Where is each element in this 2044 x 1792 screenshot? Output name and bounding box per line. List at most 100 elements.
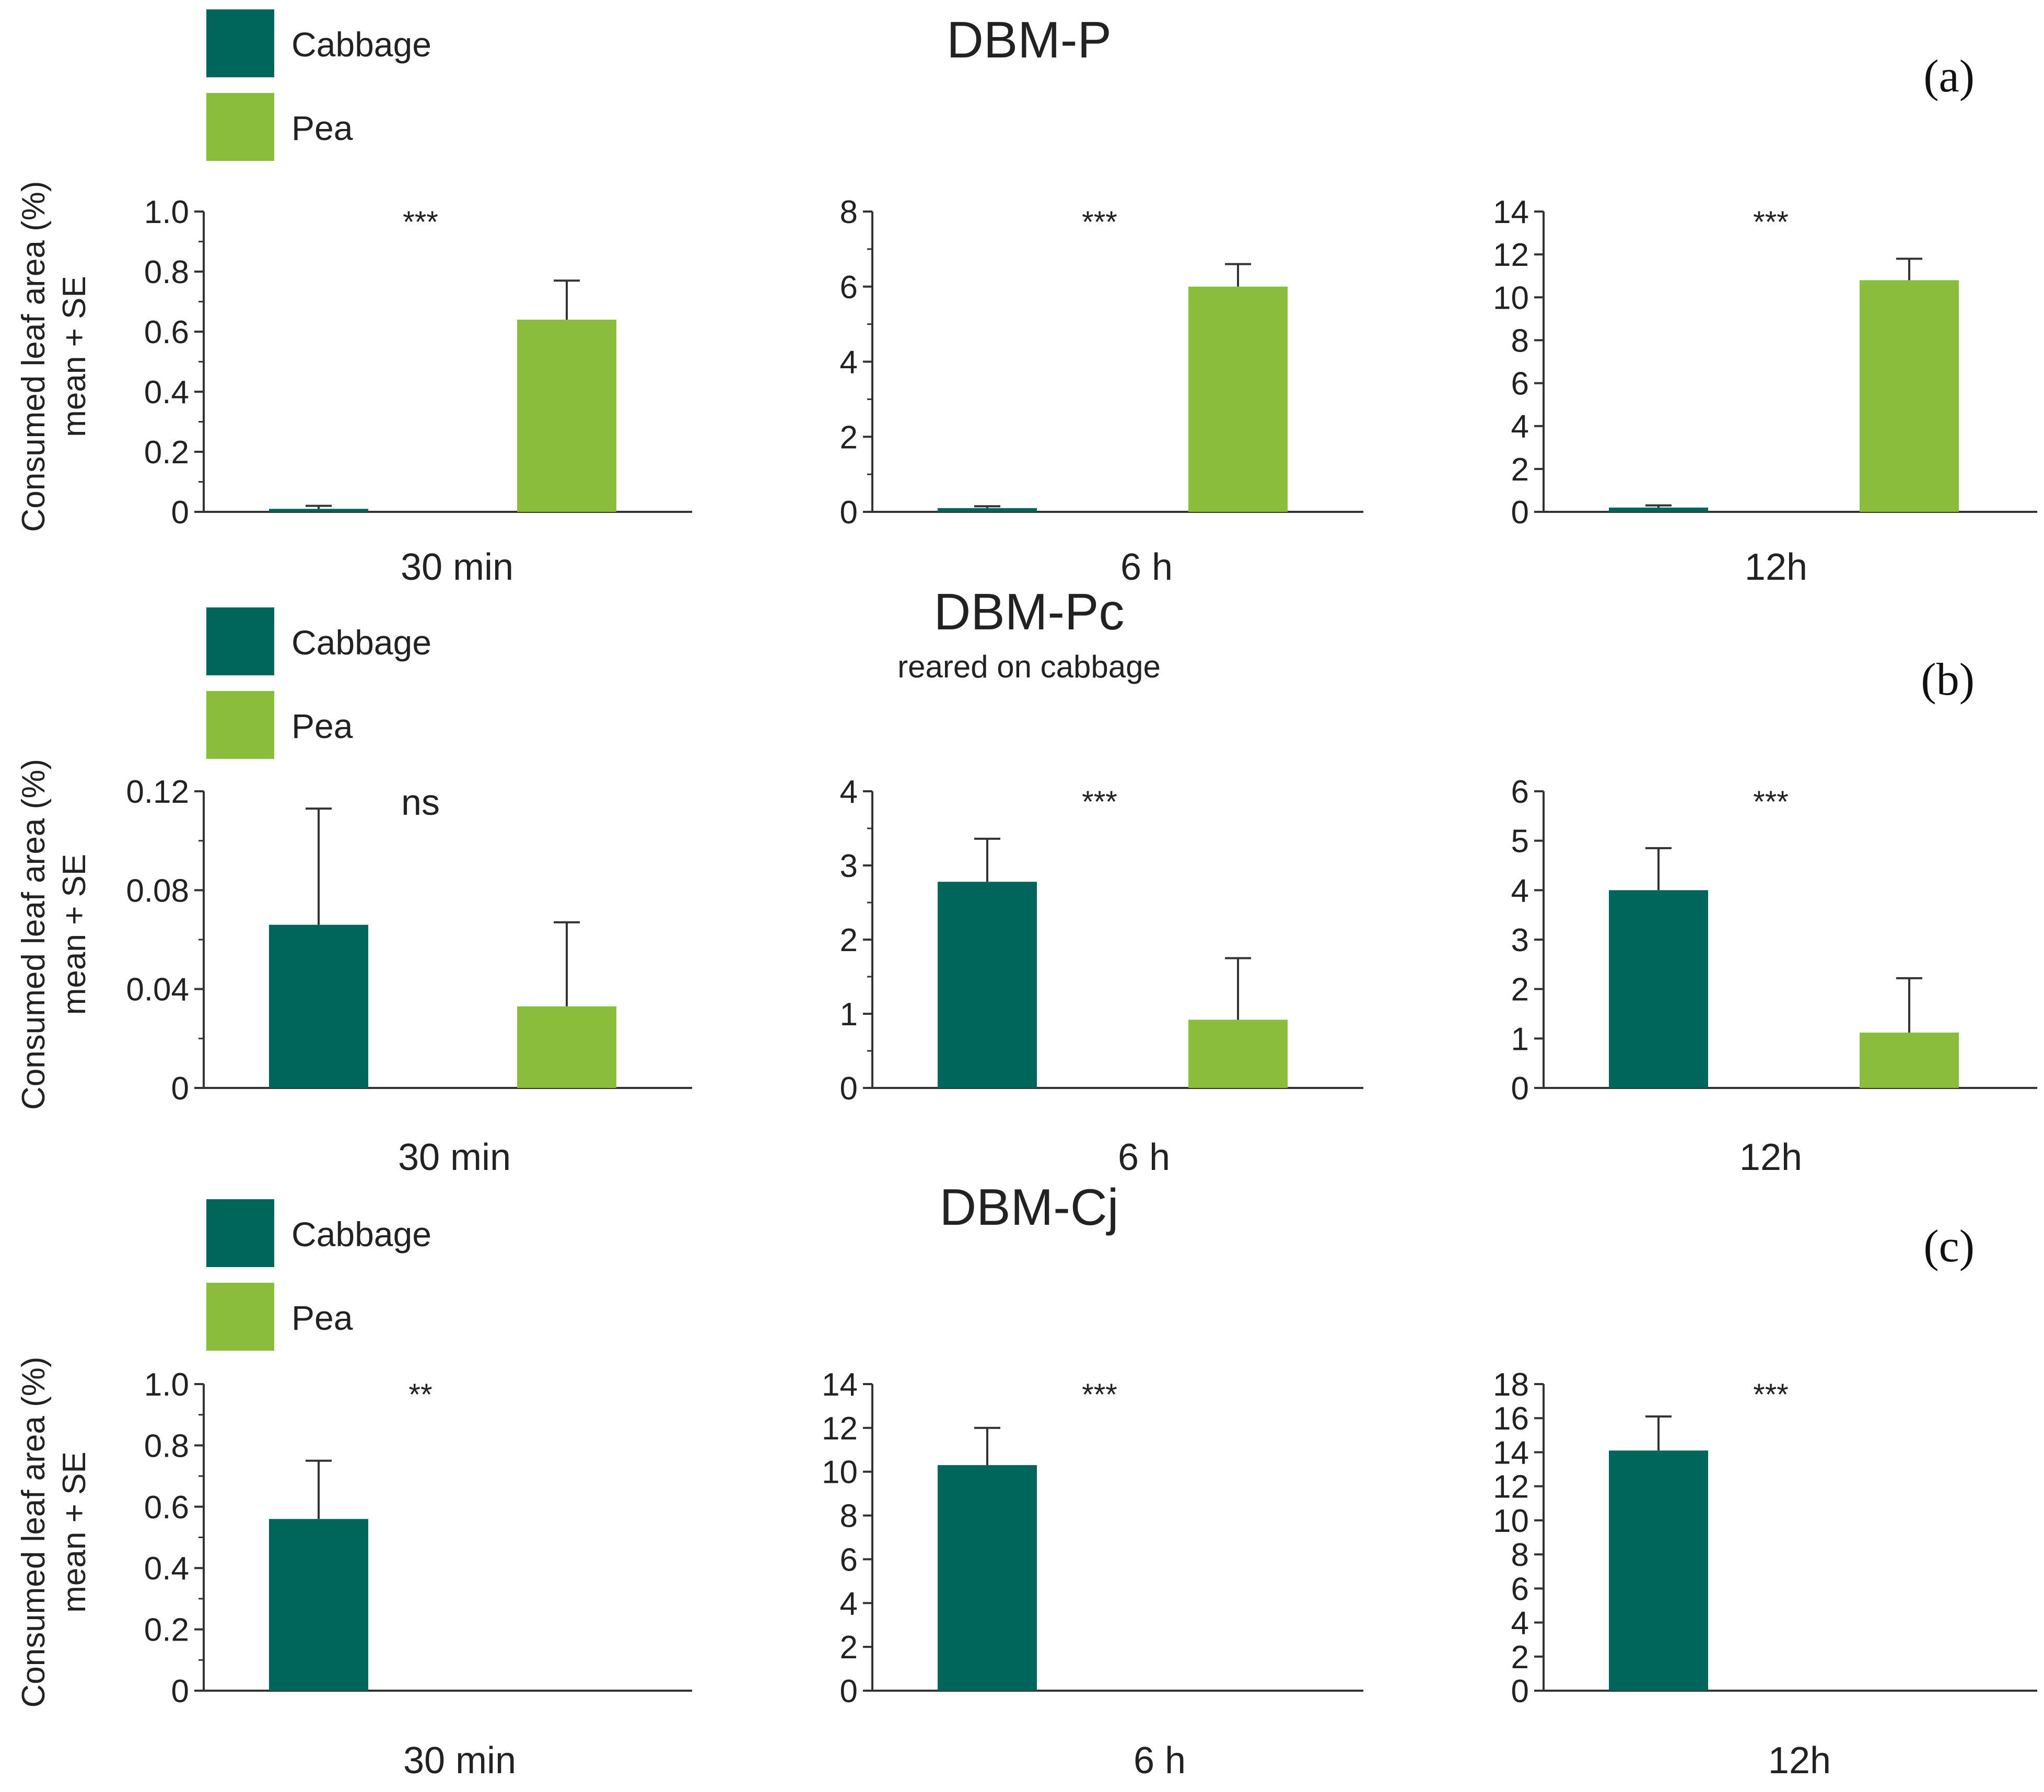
y-tick-label: 2 xyxy=(1511,1639,1529,1676)
y-axis-title-line1: Consumed leaf area (%) xyxy=(16,181,52,532)
y-tick-label: 2 xyxy=(840,419,858,455)
y-tick-label: 0 xyxy=(840,1071,858,1107)
significance-label: *** xyxy=(1082,205,1117,239)
y-axis-title: Consumed leaf area (%) mean + SE xyxy=(16,1357,92,1708)
legend: Cabbage Pea xyxy=(206,9,431,161)
y-tick-label: 0.8 xyxy=(144,254,189,290)
significance-label: *** xyxy=(1082,785,1117,819)
y-tick-label: 8 xyxy=(840,1498,858,1535)
bar-pea xyxy=(1188,286,1288,512)
y-tick-label: 6 xyxy=(840,1542,858,1578)
y-tick-label: 2 xyxy=(840,922,858,958)
bar-pea xyxy=(1860,1032,1959,1088)
y-tick-label: 0 xyxy=(1511,1673,1529,1709)
legend-label-cabbage: Cabbage xyxy=(291,1215,431,1254)
legend-swatch-cabbage xyxy=(206,9,274,77)
significance-label: *** xyxy=(1753,785,1789,819)
legend-label-pea: Pea xyxy=(291,707,353,745)
y-tick-label: 0.6 xyxy=(144,1490,189,1526)
y-tick-label: 10 xyxy=(822,1455,858,1491)
y-axis-title-line2: mean + SE xyxy=(56,276,92,437)
chart-b-1: 0 0.04 0.08 0.12 ns 30 min xyxy=(126,774,692,1178)
y-tick-label: 3 xyxy=(840,848,858,884)
panel-letter: (a) xyxy=(1923,51,1975,102)
bar-cabbage xyxy=(269,509,368,512)
panel-title: DBM-Pc xyxy=(934,583,1125,640)
bar-cabbage xyxy=(269,924,368,1088)
significance-label: ns xyxy=(401,782,440,823)
y-tick-label: 18 xyxy=(1493,1367,1529,1403)
x-axis-label: 30 min xyxy=(398,1137,511,1178)
significance-label: *** xyxy=(1753,1378,1789,1412)
legend-label-cabbage: Cabbage xyxy=(291,25,431,64)
x-axis-label: 6 h xyxy=(1118,1137,1170,1178)
y-tick-label: 12 xyxy=(1493,1469,1529,1505)
y-tick-label: 1.0 xyxy=(144,1367,189,1403)
y-tick-label: 0 xyxy=(171,495,189,531)
legend-swatch-cabbage xyxy=(206,607,274,675)
y-tick-label: 4 xyxy=(840,1586,858,1622)
y-tick-label: 4 xyxy=(1511,1606,1529,1642)
panel-title: DBM-P xyxy=(947,11,1112,68)
y-tick-label: 4 xyxy=(1511,873,1529,909)
y-tick-label: 0.2 xyxy=(144,1612,189,1648)
y-tick-label: 16 xyxy=(1493,1401,1529,1437)
x-axis-label: 12h xyxy=(1739,1137,1802,1178)
y-tick-label: 0 xyxy=(840,1673,858,1709)
y-tick-label: 0 xyxy=(840,495,858,531)
y-tick-label: 8 xyxy=(840,194,858,230)
panel-letter: (c) xyxy=(1923,1221,1975,1272)
y-tick-label: 0 xyxy=(171,1071,189,1107)
y-tick-label: 0 xyxy=(1511,495,1529,531)
y-tick-label: 4 xyxy=(840,345,858,381)
y-tick-label: 14 xyxy=(1493,1435,1529,1471)
legend-label-pea: Pea xyxy=(291,109,353,147)
bar-cabbage xyxy=(938,1465,1037,1691)
bar-cabbage xyxy=(269,1519,368,1691)
y-tick-label: 8 xyxy=(1511,1537,1529,1573)
y-tick-label: 4 xyxy=(1511,409,1529,445)
bar-pea xyxy=(517,320,616,512)
y-tick-label: 8 xyxy=(1511,323,1529,359)
legend-swatch-cabbage xyxy=(206,1199,274,1267)
y-tick-label: 3 xyxy=(1511,922,1529,958)
y-axis-title: Consumed leaf area (%) mean + SE xyxy=(16,181,92,532)
y-tick-label: 0.4 xyxy=(144,374,189,411)
x-axis-label: 12h xyxy=(1768,1740,1831,1782)
bar-pea xyxy=(517,1006,616,1088)
panel-b: Cabbage Pea DBM-Pc reared on cabbage (b) Cons… xyxy=(16,583,2037,1178)
x-axis-label: 6 h xyxy=(1134,1740,1186,1782)
y-axis-title: Consumed leaf area (%) mean + SE xyxy=(16,759,92,1110)
significance-label: *** xyxy=(403,205,438,239)
y-axis-title-line2: mean + SE xyxy=(56,854,92,1015)
x-axis-label: 30 min xyxy=(401,546,513,588)
y-tick-label: 0.08 xyxy=(126,873,189,909)
y-tick-label: 4 xyxy=(840,774,858,810)
y-tick-label: 12 xyxy=(1493,237,1529,273)
panel-letter: (b) xyxy=(1921,654,1975,705)
bar-pea xyxy=(1860,280,1959,512)
y-tick-label: 10 xyxy=(1493,1503,1529,1539)
y-tick-label: 6 xyxy=(840,270,858,306)
y-tick-label: 2 xyxy=(1511,972,1529,1008)
chart-b-2: 0 1 2 3 4 *** 6 h xyxy=(840,774,1363,1178)
panel-subtitle: reared on cabbage xyxy=(897,649,1161,684)
chart-a-1: 0 0.2 0.4 0.6 0.8 1.0 *** 30 min xyxy=(144,194,692,588)
chart-a-3: 0 2 4 6 8 10 12 14 *** 12h xyxy=(1493,194,2037,588)
y-tick-label: 5 xyxy=(1511,824,1529,860)
bar-pea xyxy=(1188,1020,1288,1088)
y-tick-label: 14 xyxy=(822,1367,858,1403)
chart-c-2: 0 2 4 6 8 10 12 14 *** 6 h xyxy=(822,1367,1363,1782)
y-tick-label: 0.4 xyxy=(144,1551,189,1587)
y-tick-label: 2 xyxy=(1511,452,1529,488)
legend-swatch-pea xyxy=(206,1283,274,1351)
legend-swatch-pea xyxy=(206,93,274,161)
y-tick-label: 1.0 xyxy=(144,194,189,230)
legend: Cabbage Pea xyxy=(206,1199,431,1351)
x-axis-label: 6 h xyxy=(1120,546,1173,588)
significance-label: ** xyxy=(408,1378,432,1412)
significance-label: *** xyxy=(1753,205,1789,239)
legend-label-cabbage: Cabbage xyxy=(291,623,431,662)
